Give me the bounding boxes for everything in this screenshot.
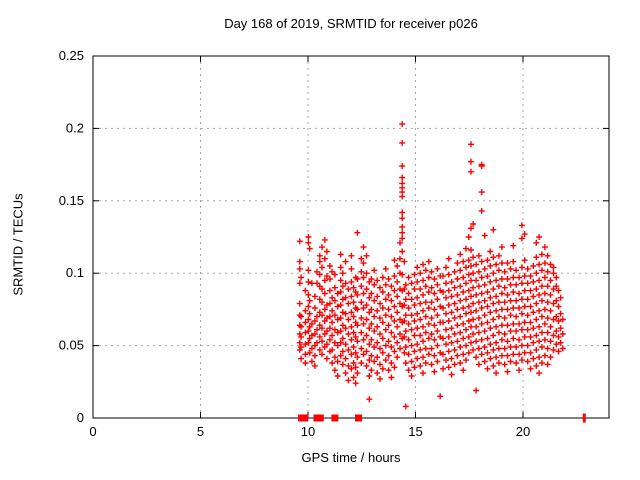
x-axis-title: GPS time / hours: [301, 450, 401, 465]
x-tick-label: 0: [89, 424, 96, 439]
y-tick-label: 0.1: [66, 265, 84, 280]
zero-value-square: [301, 414, 309, 422]
zero-value-bar: [582, 413, 586, 423]
plot-border: [92, 55, 610, 419]
y-tick-label: 0.05: [59, 338, 84, 353]
x-tick-label: 5: [197, 424, 204, 439]
scatter-points: [296, 121, 566, 410]
y-tick-label: 0.15: [59, 193, 84, 208]
y-tick-label: 0: [77, 410, 84, 425]
chart-title: Day 168 of 2019, SRMTID for receiver p02…: [224, 16, 478, 31]
zero-value-square: [331, 414, 339, 422]
x-tick-label: 10: [301, 424, 315, 439]
x-tick-label: 20: [516, 424, 530, 439]
x-tick-label: 15: [408, 424, 422, 439]
zero-value-square: [316, 414, 324, 422]
y-tick-label: 0.2: [66, 120, 84, 135]
y-axis-title: SRMTID / TECUs: [10, 193, 26, 296]
y-tick-label: 0.25: [59, 48, 84, 63]
zero-value-square: [355, 414, 363, 422]
